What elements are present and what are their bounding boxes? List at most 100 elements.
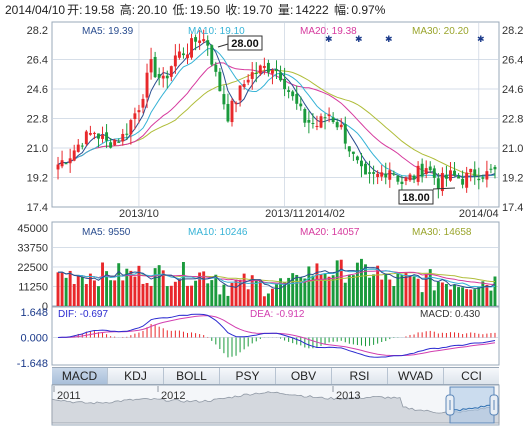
candle (404, 176, 408, 186)
tab-obv[interactable]: OBV (276, 368, 332, 384)
volume-bar (64, 277, 68, 306)
volume-bar (400, 274, 404, 306)
volume-bar (133, 276, 137, 306)
candle-body (80, 145, 84, 147)
candle (84, 129, 88, 147)
event-marker-icon[interactable]: ✱ (477, 34, 485, 44)
volume-bar (186, 285, 189, 306)
overview-panel[interactable]: 2011 2012 2013 (51, 384, 500, 426)
candle-body (169, 66, 173, 77)
volume-bar (157, 265, 161, 306)
volume-bar (141, 283, 145, 306)
max-label: 28.00 (231, 38, 259, 50)
macd-panel: 1.648 0.000 -1.648 DIF: -0.697 DEA: -0.912… (17, 306, 500, 370)
macd-legend-dif: DIF: -0.697 (58, 309, 108, 320)
change-label: 幅: (334, 3, 350, 17)
volume-bar (469, 289, 473, 306)
candle-body (408, 174, 412, 181)
candle (169, 65, 173, 82)
tab-rsi[interactable]: RSI (332, 368, 388, 384)
candle-body (109, 142, 113, 148)
candle-body (113, 139, 117, 146)
candle-body (242, 83, 246, 87)
volume-bar (230, 282, 234, 306)
candle-body (307, 119, 311, 123)
vol-legend-ma5: MA5: 9550 (82, 227, 131, 238)
volume-bar (392, 286, 396, 306)
price-tick-left: 24.6 (27, 84, 48, 96)
candle-body (295, 94, 299, 104)
volume-bar (355, 262, 359, 306)
tab-macd[interactable]: MACD (52, 368, 108, 384)
tab-boll[interactable]: BOLL (164, 368, 220, 384)
candle (372, 165, 376, 185)
candle-body (380, 172, 384, 177)
overview-tick-label: 2013 (336, 390, 360, 402)
candle-body (412, 175, 416, 180)
candle-body (226, 103, 230, 122)
candle (68, 148, 72, 173)
candle (303, 107, 307, 128)
candle-body (436, 178, 440, 189)
volume-bar (331, 275, 335, 306)
tab-cci[interactable]: CCI (461, 369, 482, 383)
candle-body (311, 123, 315, 125)
candle-body (444, 174, 448, 179)
volume-bar (210, 280, 214, 306)
candle-body (299, 103, 303, 107)
tab-kdj[interactable]: KDJ (108, 368, 164, 384)
candle-body (92, 132, 96, 134)
candle-body (173, 55, 177, 67)
candle (331, 112, 335, 124)
candle (376, 170, 380, 185)
x-tick-label: 2013/10 (119, 208, 159, 220)
volume-bar (323, 273, 327, 306)
volume-bar (489, 290, 493, 306)
volume-bar (384, 273, 388, 306)
candle-body (364, 163, 367, 175)
volume-bar (295, 274, 299, 306)
candle-body (319, 116, 323, 128)
candle (153, 51, 157, 78)
volume-bar (404, 272, 408, 306)
volume-bar (440, 282, 444, 306)
volume-legend: MA5: 9550 MA10: 10246 MA20: 14057 MA30: … (82, 227, 472, 238)
candle (129, 118, 133, 145)
candle (392, 170, 396, 177)
candle-body (149, 59, 153, 73)
candle (351, 151, 355, 162)
candle-body (206, 40, 210, 46)
volume-bar (465, 289, 469, 306)
candle (60, 150, 64, 169)
candle (295, 85, 299, 110)
candle-body (194, 37, 198, 42)
open-value: 19.58 (84, 3, 115, 17)
vol-legend-ma20: MA20: 14057 (300, 227, 360, 238)
candle (408, 172, 412, 182)
candle-body (376, 173, 380, 178)
overview-selection[interactable] (449, 386, 495, 424)
candle-body (76, 144, 80, 152)
x-tick-label: 2014/04 (459, 208, 499, 220)
volume-ma20-line (57, 270, 495, 285)
candle (283, 67, 287, 97)
candle (473, 161, 477, 185)
x-tick-label: 2013/11 (265, 208, 304, 220)
tab-wvad[interactable]: WVAD (388, 368, 444, 384)
event-marker-icon[interactable]: ✱ (325, 34, 333, 44)
volume-bar (56, 272, 60, 306)
candle (72, 144, 76, 162)
event-marker-icon[interactable]: ✱ (385, 34, 393, 44)
candle (400, 175, 404, 191)
candle-body (331, 117, 335, 122)
candle-body (137, 110, 141, 113)
candle-body (440, 172, 444, 192)
volume-bar (457, 287, 461, 306)
tab-psy[interactable]: PSY (220, 368, 276, 384)
candle (380, 165, 384, 181)
volume-bar (97, 286, 100, 306)
volume-bar (364, 264, 367, 306)
candle-body (270, 70, 274, 74)
event-marker-icon[interactable]: ✱ (355, 34, 363, 44)
